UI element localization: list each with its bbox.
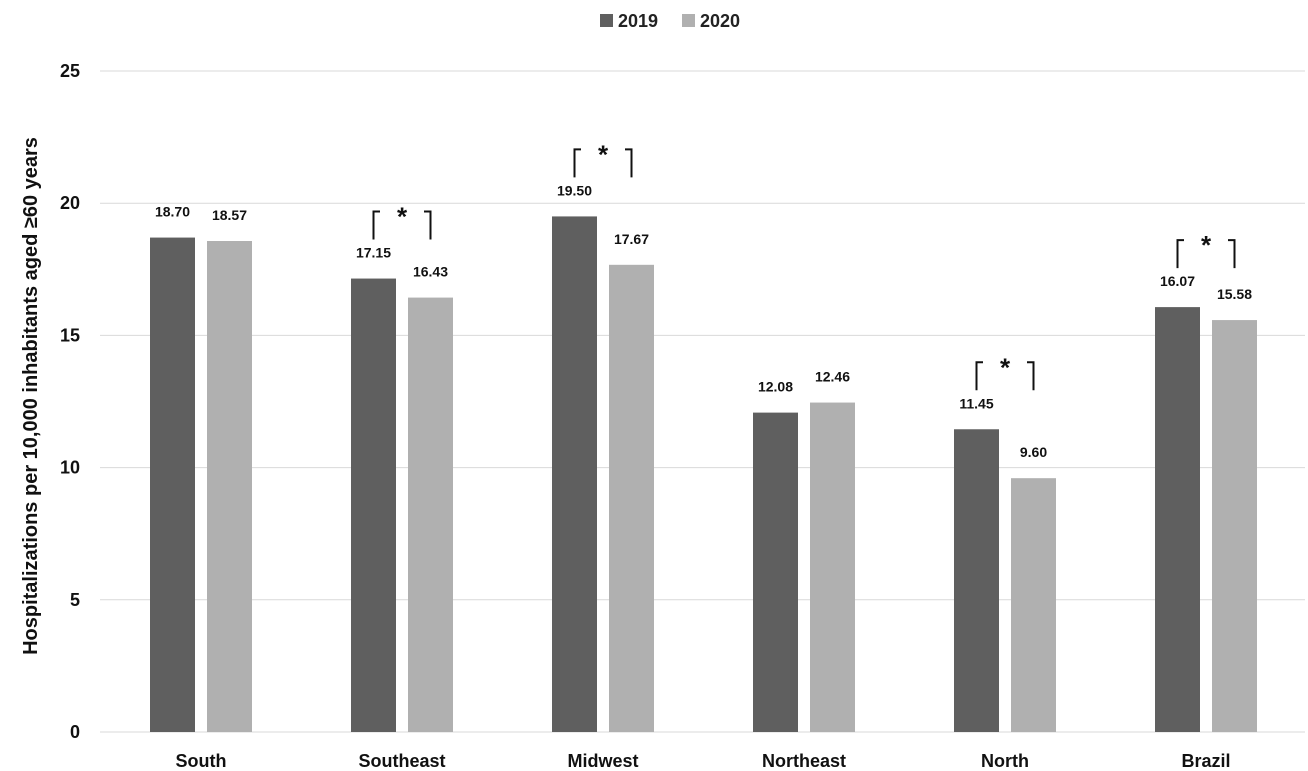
significance-bracket: * xyxy=(573,139,633,178)
bar-2019-south xyxy=(150,237,195,732)
y-axis-ticks: 0 5 10 15 20 25 xyxy=(60,61,80,742)
y-tick-label: 5 xyxy=(70,590,80,610)
legend-item-2019: 2019 xyxy=(600,11,658,31)
data-label: 18.70 xyxy=(155,204,190,220)
data-label: 19.50 xyxy=(557,182,592,198)
y-tick-label: 15 xyxy=(60,325,80,345)
significance-bracket: * xyxy=(372,202,432,240)
y-tick-label: 10 xyxy=(60,458,80,478)
x-category-label: South xyxy=(176,751,227,771)
data-label: 15.58 xyxy=(1217,286,1252,302)
bars xyxy=(150,216,1257,733)
bar-2019-midwest xyxy=(552,216,597,733)
data-label: 12.46 xyxy=(815,369,850,385)
bar-2019-north xyxy=(954,429,999,732)
significance-brackets: * * * * xyxy=(372,139,1236,391)
data-label: 12.08 xyxy=(758,379,793,395)
significance-star: * xyxy=(397,202,408,232)
bar-2019-northeast xyxy=(753,412,798,732)
data-label: 17.67 xyxy=(614,231,649,247)
x-category-label: Midwest xyxy=(567,751,638,771)
significance-star: * xyxy=(1201,230,1212,260)
value-labels: 18.70 18.57 17.15 16.43 19.50 17.67 12.08 12.46… xyxy=(155,182,1252,460)
x-category-label: Southeast xyxy=(358,751,445,771)
x-category-label: North xyxy=(981,751,1029,771)
bar-2020-brazil xyxy=(1212,320,1257,732)
legend-swatch xyxy=(600,14,613,27)
bar-2020-southeast xyxy=(408,297,453,732)
significance-star: * xyxy=(598,139,609,169)
data-label: 9.60 xyxy=(1020,444,1047,460)
significance-bracket: * xyxy=(975,352,1035,391)
y-tick-label: 25 xyxy=(60,61,80,81)
data-label: 16.43 xyxy=(413,264,448,280)
y-tick-label: 0 xyxy=(70,722,80,742)
significance-star: * xyxy=(1000,352,1011,382)
gridlines xyxy=(100,70,1305,733)
data-label: 17.15 xyxy=(356,245,391,261)
x-axis-categories: South Southeast Midwest Northeast North Brazi… xyxy=(176,751,1231,771)
significance-bracket: * xyxy=(1176,230,1236,269)
legend-label: 2019 xyxy=(618,11,658,31)
legend: 2019 2020 xyxy=(600,11,740,31)
bar-2020-midwest xyxy=(609,264,654,732)
y-tick-label: 20 xyxy=(60,193,80,213)
bar-2020-north xyxy=(1011,478,1056,732)
bar-2020-south xyxy=(207,241,252,732)
bar-2019-southeast xyxy=(351,278,396,732)
x-category-label: Brazil xyxy=(1181,751,1230,771)
data-label: 11.45 xyxy=(959,395,993,411)
y-axis-label: Hospitalizations per 10,000 inhabitants … xyxy=(20,137,42,655)
legend-item-2020: 2020 xyxy=(682,11,740,31)
data-label: 18.57 xyxy=(212,207,247,223)
bar-2019-brazil xyxy=(1155,307,1200,732)
bar-2020-northeast xyxy=(810,402,855,732)
x-category-label: Northeast xyxy=(762,751,846,771)
legend-label: 2020 xyxy=(700,11,740,31)
data-label: 16.07 xyxy=(1160,273,1195,289)
legend-swatch xyxy=(682,14,695,27)
